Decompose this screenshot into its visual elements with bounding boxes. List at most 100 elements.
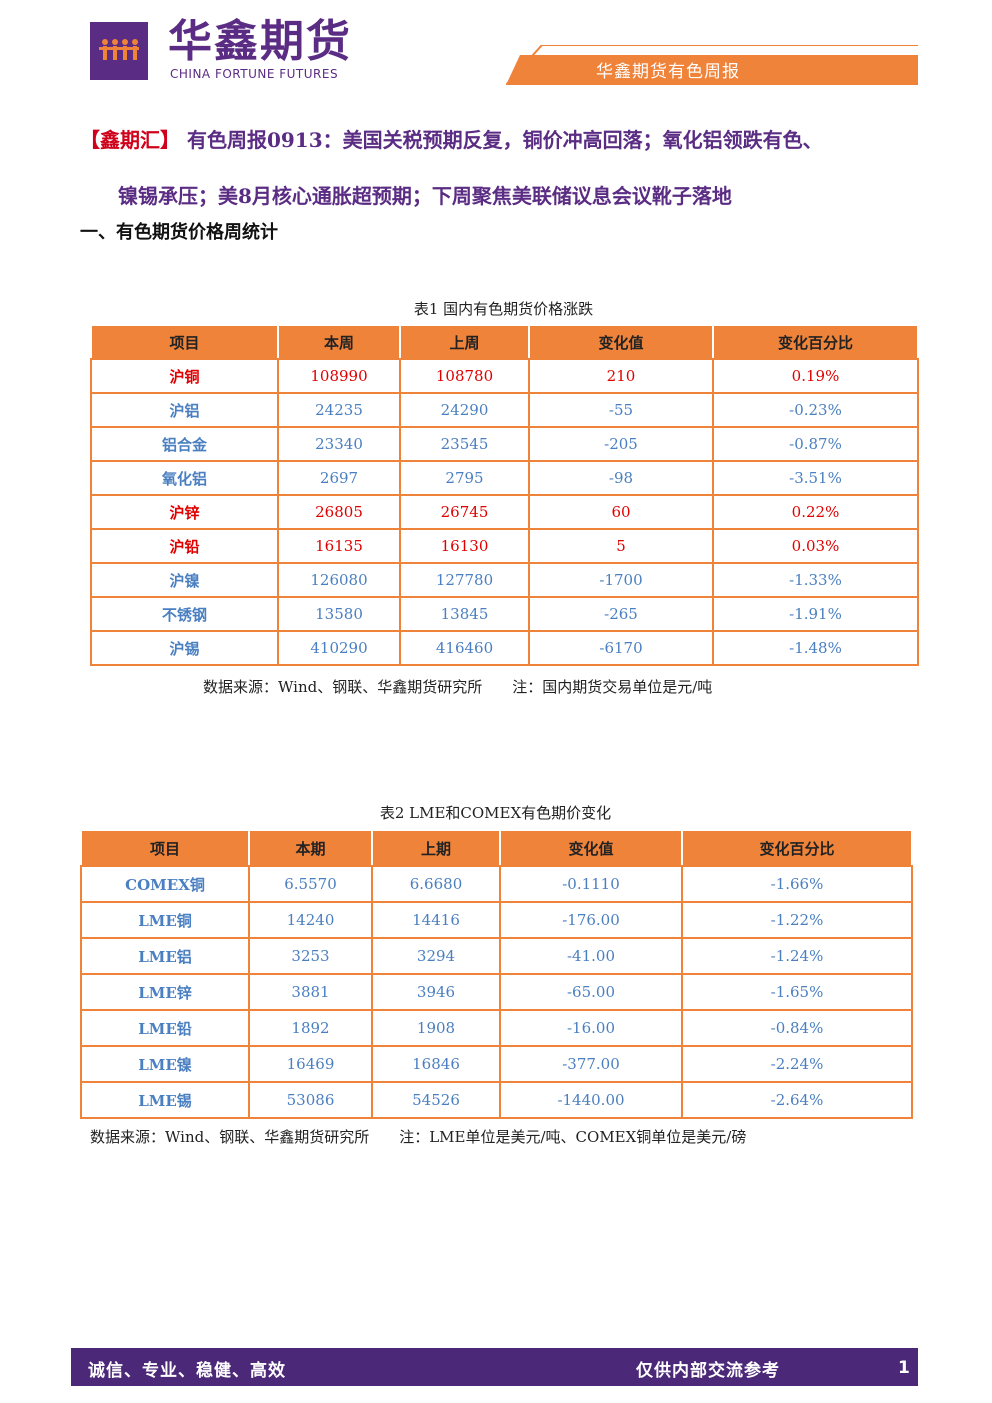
table-cell: 23340	[277, 426, 401, 462]
row-label: LME锌	[80, 973, 250, 1011]
table-header-row: 项目 本期 上期 变化值 变化百分比	[80, 829, 913, 867]
table-row: LME镍 16469 16846 -377.00 -2.24%	[80, 1045, 913, 1083]
table-cell: -0.84%	[681, 1009, 913, 1047]
table-cell: 3253	[248, 937, 373, 975]
col-header-change-pct: 变化百分比	[712, 324, 919, 360]
table-row: 沪锌 26805 26745 60 0.22%	[90, 494, 919, 530]
table-cell: 2795	[399, 460, 530, 496]
row-label: 沪锌	[90, 494, 279, 530]
table-row: LME铝 3253 3294 -41.00 -1.24%	[80, 937, 913, 975]
table-cell: 0.03%	[712, 528, 919, 564]
table-cell: -3.51%	[712, 460, 919, 496]
section-heading: 一、有色期货价格周统计	[80, 222, 278, 243]
col-header-last-week: 上周	[399, 324, 530, 360]
row-label: LME铝	[80, 937, 250, 975]
row-label: LME镍	[80, 1045, 250, 1083]
table-cell: 16135	[277, 528, 401, 564]
table-row: 铝合金 23340 23545 -205 -0.87%	[90, 426, 919, 462]
table-row: 不锈钢 13580 13845 -265 -1.91%	[90, 596, 919, 632]
table-cell: 410290	[277, 630, 401, 666]
table-row: 沪铅 16135 16130 5 0.03%	[90, 528, 919, 564]
table-cell: -1.91%	[712, 596, 919, 632]
col-header-item: 项目	[80, 829, 250, 867]
table-row: COMEX铜 6.5570 6.6680 -0.1110 -1.66%	[80, 865, 913, 903]
table-cell: 2697	[277, 460, 401, 496]
col-header-item: 项目	[90, 324, 279, 360]
table-cell: 5	[528, 528, 714, 564]
table-row: 沪锡 410290 416460 -6170 -1.48%	[90, 630, 919, 666]
table-cell: 3294	[371, 937, 501, 975]
table-cell: 3946	[371, 973, 501, 1011]
col-header-change: 变化值	[528, 324, 714, 360]
table-cell: -176.00	[499, 901, 683, 939]
table1-source-note: 数据来源：Wind、钢联、华鑫期货研究所 注：国内期货交易单位是元/吨	[203, 678, 713, 696]
row-label: 沪镍	[90, 562, 279, 598]
logo-mark	[90, 22, 148, 80]
row-label: LME铜	[80, 901, 250, 939]
col-header-change: 变化值	[499, 829, 683, 867]
table-cell: -1.33%	[712, 562, 919, 598]
domestic-price-table: 项目 本周 上周 变化值 变化百分比 沪铜 108990 108780 210 0.19…	[90, 324, 919, 666]
table-row: LME铅 1892 1908 -16.00 -0.84%	[80, 1009, 913, 1047]
table-cell: -1.22%	[681, 901, 913, 939]
page-number: 1	[898, 1358, 910, 1378]
table2-caption: 表2 LME和COMEX有色期价变化	[379, 804, 612, 822]
table-cell: -6170	[528, 630, 714, 666]
row-label: 不锈钢	[90, 596, 279, 632]
brand-name-en: CHINA FORTUNE FUTURES	[170, 67, 339, 81]
report-tab-label: 华鑫期货有色周报	[596, 62, 740, 82]
table-cell: 54526	[371, 1081, 501, 1119]
row-label: LME锡	[80, 1081, 250, 1119]
table-cell: -2.64%	[681, 1081, 913, 1119]
table-header-row: 项目 本周 上周 变化值 变化百分比	[90, 324, 919, 360]
table-cell: 24290	[399, 392, 530, 428]
table-cell: -1.48%	[712, 630, 919, 666]
table-row: 沪铝 24235 24290 -55 -0.23%	[90, 392, 919, 428]
row-label: 沪铝	[90, 392, 279, 428]
table-cell: 26745	[399, 494, 530, 530]
table-cell: 13845	[399, 596, 530, 632]
row-label: 氧化铝	[90, 460, 279, 496]
table-cell: 53086	[248, 1081, 373, 1119]
table-cell: -2.24%	[681, 1045, 913, 1083]
report-title: 【鑫期汇】 有色周报0913：美国关税预期反复，铜价冲高回落；氧化铝领跌有色、 …	[80, 112, 920, 224]
table-cell: -0.87%	[712, 426, 919, 462]
table-cell: 23545	[399, 426, 530, 462]
overseas-price-table: 项目 本期 上期 变化值 变化百分比 COMEX铜 6.5570 6.6680 -0.…	[80, 829, 913, 1119]
row-label: 铝合金	[90, 426, 279, 462]
table-cell: 210	[528, 358, 714, 394]
table-cell: -16.00	[499, 1009, 683, 1047]
table-row: LME锌 3881 3946 -65.00 -1.65%	[80, 973, 913, 1011]
table-cell: -41.00	[499, 937, 683, 975]
table-row: LME锡 53086 54526 -1440.00 -2.64%	[80, 1081, 913, 1119]
table-cell: 14240	[248, 901, 373, 939]
table-row: 沪铜 108990 108780 210 0.19%	[90, 358, 919, 394]
table1-caption: 表1 国内有色期货价格涨跌	[413, 300, 594, 318]
table-cell: 126080	[277, 562, 401, 598]
table-cell: -0.23%	[712, 392, 919, 428]
table-cell: 26805	[277, 494, 401, 530]
table-cell: 0.22%	[712, 494, 919, 530]
table-cell: 16469	[248, 1045, 373, 1083]
table-cell: 13580	[277, 596, 401, 632]
table-cell: 16846	[371, 1045, 501, 1083]
table-cell: 108990	[277, 358, 401, 394]
table-row: 沪镍 126080 127780 -1700 -1.33%	[90, 562, 919, 598]
table-cell: 1892	[248, 1009, 373, 1047]
table-cell: -1.66%	[681, 865, 913, 903]
table-cell: -65.00	[499, 973, 683, 1011]
table-cell: 14416	[371, 901, 501, 939]
table-cell: 108780	[399, 358, 530, 394]
table-cell: 3881	[248, 973, 373, 1011]
footer-disclaimer: 仅供内部交流参考	[636, 1361, 780, 1381]
table-cell: -1440.00	[499, 1081, 683, 1119]
table-cell: 0.19%	[712, 358, 919, 394]
table-cell: 1908	[371, 1009, 501, 1047]
table-cell: -377.00	[499, 1045, 683, 1083]
table-cell: -1700	[528, 562, 714, 598]
footer-bar	[71, 1348, 918, 1386]
table-cell: -205	[528, 426, 714, 462]
table-cell: -55	[528, 392, 714, 428]
logo-figures-icon	[99, 39, 139, 60]
table-row: 氧化铝 2697 2795 -98 -3.51%	[90, 460, 919, 496]
